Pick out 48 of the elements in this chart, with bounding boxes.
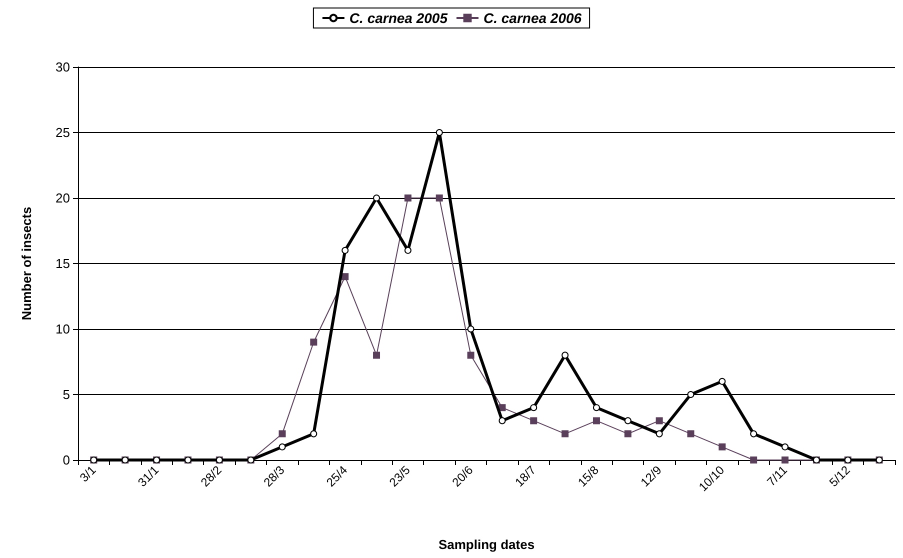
point: [310, 430, 318, 438]
x-tick-label: 31/1: [135, 462, 162, 490]
point: [782, 443, 789, 450]
point: [718, 443, 726, 450]
point: [467, 326, 474, 332]
point: [373, 194, 380, 202]
y-tick-label: 0: [62, 452, 70, 468]
point: [467, 352, 474, 359]
point: [562, 352, 569, 359]
point: [436, 194, 443, 202]
point: [278, 430, 286, 438]
x-tick-label: 7/11: [764, 462, 790, 489]
point: [373, 352, 380, 359]
point: [687, 430, 694, 438]
point: [278, 443, 286, 450]
legend-label: C. carnea 2005: [349, 10, 448, 26]
point: [436, 129, 443, 136]
point: [624, 430, 632, 438]
point: [592, 404, 600, 412]
point: [530, 404, 538, 412]
point: [656, 417, 663, 424]
point: [592, 417, 600, 424]
x-axis-title: Sampling dates: [438, 537, 535, 552]
point: [656, 430, 663, 438]
point: [687, 391, 694, 398]
x-tick-label: 3/1: [76, 462, 99, 485]
point: [404, 246, 412, 254]
point: [342, 246, 349, 254]
point: [498, 417, 506, 424]
legend-label: C. carnea 2006: [484, 10, 582, 26]
point: [782, 456, 789, 464]
y-tick-label: 10: [56, 322, 70, 336]
point: [562, 430, 569, 438]
y-tick-label: 30: [56, 60, 70, 74]
point: [624, 417, 632, 424]
y-axis-title: Number of insects: [19, 206, 34, 320]
point: [750, 456, 758, 464]
point: [310, 338, 318, 346]
y-tick-label: 5: [62, 387, 70, 402]
point: [498, 404, 506, 412]
point: [342, 273, 349, 280]
point: [530, 417, 538, 424]
point: [404, 194, 412, 202]
point: [718, 378, 726, 385]
y-tick-label: 20: [56, 190, 70, 206]
y-tick-label: 15: [56, 256, 70, 271]
point: [750, 430, 758, 438]
y-tick-label: 25: [56, 125, 70, 140]
